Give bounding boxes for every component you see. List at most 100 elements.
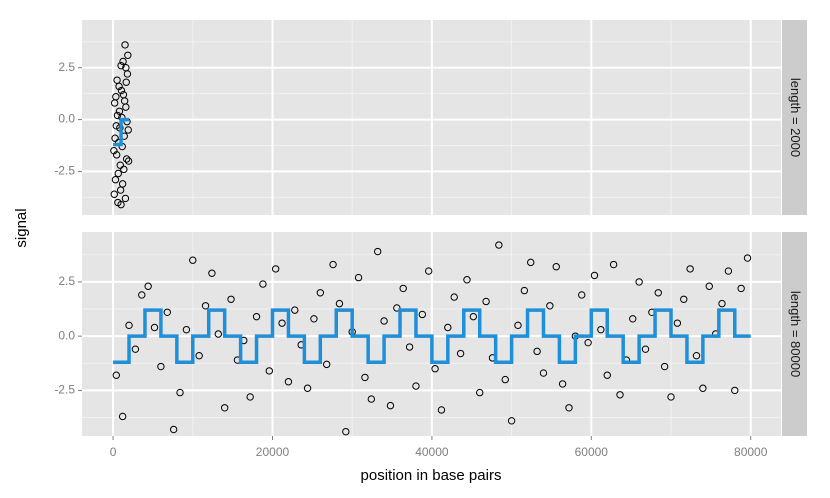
point [182, 325, 191, 334]
point [680, 295, 688, 303]
strip-label: length = 2000 [788, 78, 803, 157]
point [565, 404, 573, 412]
point [450, 293, 458, 301]
point [686, 265, 694, 273]
point [112, 371, 120, 379]
y-tick-label: 0.0 [58, 328, 75, 342]
point [380, 317, 388, 325]
point [291, 306, 299, 314]
point [124, 126, 132, 134]
point [138, 291, 146, 299]
step-line [113, 308, 751, 364]
point [265, 367, 274, 375]
x-tick-label: 60000 [575, 445, 609, 459]
point [118, 412, 127, 421]
point [316, 289, 325, 297]
y-tick-label: 0.0 [58, 112, 75, 126]
point [546, 302, 554, 310]
point [495, 241, 503, 249]
x-tick-label: 20000 [256, 445, 290, 459]
point [113, 111, 122, 120]
point [552, 263, 560, 271]
point [112, 93, 120, 101]
point [125, 321, 133, 330]
point [558, 380, 567, 388]
point [121, 194, 130, 203]
point [482, 297, 490, 306]
point [590, 271, 599, 280]
point [367, 395, 376, 403]
point [115, 107, 124, 115]
point [271, 265, 280, 273]
point [259, 280, 267, 288]
point [201, 302, 210, 310]
point [418, 310, 427, 319]
point [120, 165, 128, 174]
point [214, 330, 222, 338]
point [692, 352, 701, 360]
point [176, 388, 184, 397]
point [629, 315, 637, 323]
point [150, 323, 159, 332]
point [584, 338, 592, 347]
point [115, 82, 123, 91]
point [444, 323, 452, 332]
point [616, 391, 624, 399]
point [110, 190, 118, 198]
point [354, 273, 363, 282]
point [724, 267, 733, 275]
point [597, 325, 605, 334]
point [303, 384, 312, 392]
point [641, 345, 650, 353]
point [111, 134, 119, 142]
point [463, 276, 471, 284]
point [163, 308, 171, 316]
point [195, 352, 203, 360]
point [737, 284, 745, 293]
point [731, 386, 739, 395]
point [111, 176, 120, 184]
point [533, 347, 541, 356]
point [117, 61, 125, 70]
point [520, 286, 529, 295]
point [578, 291, 586, 299]
point [603, 371, 611, 379]
point [660, 362, 669, 371]
strip-background [782, 20, 807, 215]
point [609, 260, 618, 269]
point [399, 284, 407, 293]
x-tick-label: 0 [110, 445, 117, 459]
point [114, 169, 122, 178]
x-tick-label: 40000 [415, 445, 449, 459]
point [374, 247, 382, 256]
point [539, 369, 548, 377]
point [112, 151, 121, 159]
point [501, 375, 509, 384]
point [121, 41, 129, 49]
x-axis-title: position in base pairs [361, 467, 502, 484]
y-tick-label: -2.5 [54, 164, 75, 178]
point [144, 282, 152, 290]
x-tick-label: 80000 [734, 445, 768, 459]
point [122, 155, 131, 163]
strip-label: length = 80000 [788, 291, 803, 377]
point [527, 258, 535, 267]
point [386, 401, 395, 410]
point [431, 365, 439, 373]
point [252, 312, 261, 321]
point [122, 64, 130, 72]
point [131, 345, 140, 353]
point [743, 254, 752, 262]
point [514, 321, 522, 330]
point [120, 97, 129, 105]
point [476, 388, 484, 397]
point [208, 269, 216, 277]
point [469, 312, 478, 321]
point [124, 51, 132, 59]
point [405, 343, 414, 351]
point [278, 319, 286, 327]
point [437, 406, 446, 414]
point [393, 304, 401, 312]
point [284, 378, 293, 386]
